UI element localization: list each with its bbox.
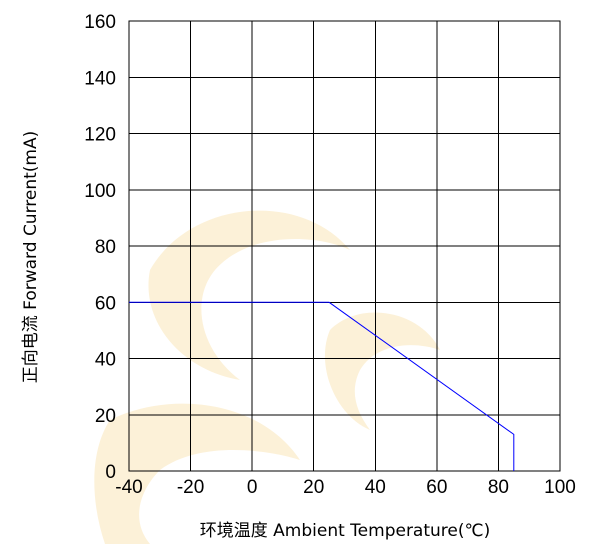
- y-tick-label: 80: [95, 237, 116, 258]
- y-tick-label: 160: [84, 12, 116, 33]
- x-tick-label: 40: [365, 477, 386, 498]
- x-tick-label: 60: [426, 477, 447, 498]
- y-tick-label: 140: [84, 68, 116, 89]
- x-tick-label: 100: [544, 477, 576, 498]
- x-tick-label: -40: [115, 477, 142, 498]
- y-tick-label: 40: [95, 350, 116, 371]
- x-tick-label: 80: [488, 477, 509, 498]
- x-tick-label: 0: [247, 477, 258, 498]
- watermark-logo: [94, 210, 440, 544]
- y-tick-label: 120: [84, 125, 116, 146]
- y-axis-title: 正向电流 Forward Current(mA): [21, 131, 41, 383]
- y-axis-ticks: 0 20 40 60 80 100 120 140 160: [84, 12, 116, 483]
- x-tick-label: -20: [177, 477, 204, 498]
- x-axis-title: 环境温度 Ambient Temperature(℃): [200, 521, 490, 541]
- series-layer: [128, 301, 515, 472]
- x-tick-label: 20: [303, 477, 324, 498]
- y-tick-label: 20: [95, 406, 116, 427]
- x-axis-ticks: -40 -20 0 20 40 60 80 100: [115, 477, 576, 498]
- y-tick-label: 60: [95, 293, 116, 314]
- y-tick-label: 0: [105, 462, 116, 483]
- plot-frame: [128, 20, 561, 472]
- y-tick-label: 100: [84, 181, 116, 202]
- derating-curve: [129, 301, 515, 471]
